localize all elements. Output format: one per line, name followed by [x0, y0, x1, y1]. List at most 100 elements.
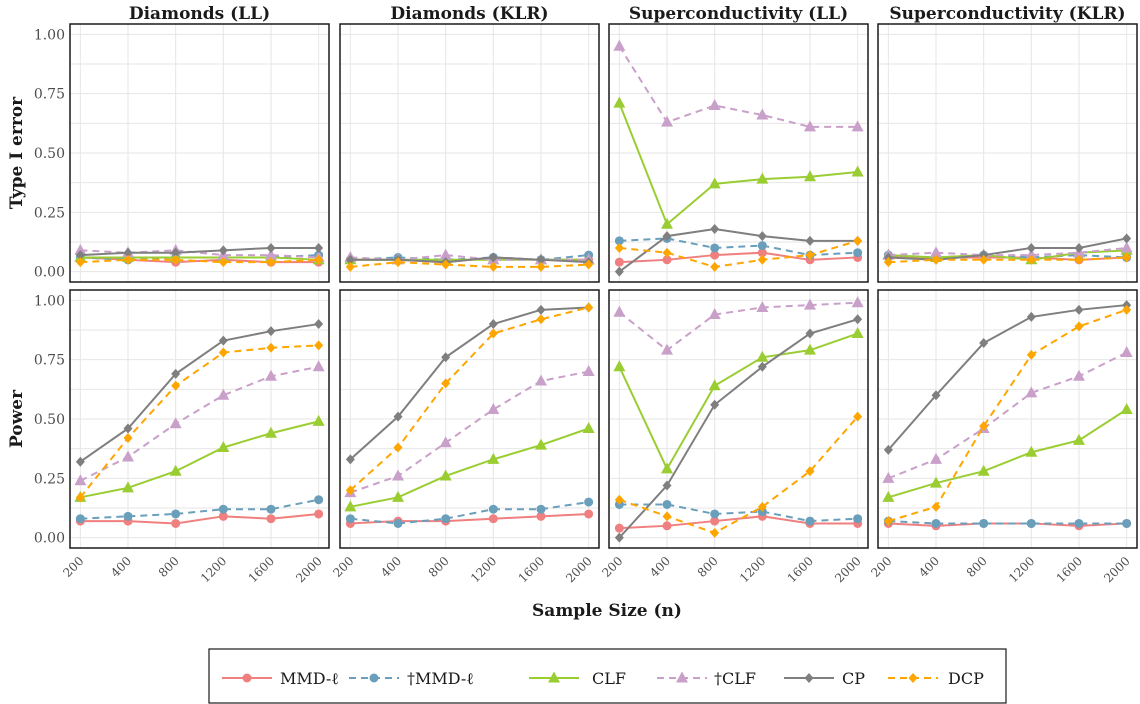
data-point — [217, 440, 230, 452]
x-tick-label: 1200 — [468, 554, 499, 585]
x-tick-label: 1200 — [198, 554, 229, 585]
data-point — [1122, 233, 1132, 244]
legend-label: DCP — [948, 669, 984, 688]
series-line — [887, 351, 1128, 480]
chart-panel — [608, 23, 869, 283]
data-point — [662, 231, 672, 242]
panel-border — [339, 23, 600, 283]
data-point — [266, 242, 276, 253]
data-point — [851, 120, 864, 132]
data-point — [123, 254, 133, 265]
data-point — [883, 516, 893, 527]
data-point — [803, 120, 816, 132]
data-point — [488, 319, 498, 330]
series-line — [618, 45, 858, 128]
data-point — [1026, 242, 1036, 253]
data-point — [710, 223, 720, 234]
data-point — [171, 254, 181, 265]
series-line — [888, 256, 1127, 264]
series-line — [887, 304, 1127, 451]
data-point — [851, 165, 864, 177]
data-point — [488, 328, 498, 339]
legend-label: MMD-ℓ — [280, 669, 339, 688]
series-line — [80, 246, 319, 257]
x-tick-label: 200 — [330, 554, 356, 580]
panel-border — [69, 23, 330, 283]
data-point — [75, 514, 85, 524]
data-point — [1120, 346, 1133, 358]
data-point — [584, 497, 594, 507]
chart-panel: 200 400 800 1200 1600 2000 — [868, 289, 1138, 585]
data-point — [345, 514, 355, 524]
series-line — [349, 306, 589, 491]
chart-panel: 0.00 0.25 0.50 0.75 1.00 200 400 800 1200 1600 200… — [34, 289, 330, 585]
x-tick-label: 200 — [60, 554, 86, 580]
data-point — [710, 399, 720, 410]
data-point — [757, 361, 767, 372]
data-point — [979, 421, 989, 432]
legend: MMD-ℓ †MMD-ℓ CLF †CLF CP DCP — [208, 648, 1007, 704]
data-point — [441, 352, 451, 363]
data-point — [710, 509, 720, 519]
data-point — [266, 504, 276, 514]
chart-panel: 200 400 800 1200 1600 2000 — [330, 289, 600, 585]
x-tick-label: 1200 — [737, 554, 768, 585]
data-point — [756, 172, 769, 184]
data-point — [1122, 252, 1132, 263]
data-point — [930, 452, 943, 464]
data-point — [1074, 518, 1084, 528]
data-point — [661, 343, 674, 355]
data-point — [393, 442, 403, 453]
series-line — [619, 503, 858, 523]
data-point — [171, 368, 181, 379]
chart-panel: 200 400 800 1200 1600 2000 — [599, 289, 869, 585]
data-point — [314, 242, 324, 253]
data-point — [882, 471, 895, 483]
data-point — [851, 296, 864, 308]
data-point — [979, 254, 989, 265]
x-tick-label: 800 — [156, 554, 182, 580]
data-point — [883, 444, 893, 455]
y-tick-label: 1.00 — [34, 293, 65, 309]
data-point — [536, 304, 546, 315]
y-tick-label: 0.50 — [34, 146, 65, 162]
panels-layer: Diamonds (LL) Diamonds (KLR) Superconducti… — [7, 4, 1138, 585]
panel-border — [877, 289, 1138, 549]
data-point — [708, 308, 721, 320]
data-point — [805, 466, 815, 477]
legend-item: MMD-ℓ — [222, 669, 339, 688]
data-point — [264, 426, 277, 438]
data-point — [1074, 242, 1084, 253]
x-tick-label: 400 — [378, 554, 404, 580]
x-tick-label: 1600 — [1054, 554, 1085, 585]
x-tick-label: 1600 — [246, 554, 277, 585]
data-point — [488, 261, 498, 272]
data-point — [1026, 311, 1036, 322]
data-point — [345, 254, 355, 265]
y-tick-label: 0.00 — [34, 531, 65, 547]
data-point — [441, 514, 451, 524]
series-line — [80, 420, 319, 499]
legend-marker — [548, 671, 560, 683]
data-point — [1072, 433, 1085, 445]
x-tick-label: 1200 — [1006, 554, 1037, 585]
data-point — [931, 390, 941, 401]
y-axis-label: Type I error — [7, 96, 27, 209]
series-line — [80, 258, 319, 264]
series-line — [80, 512, 319, 525]
panel-border — [608, 289, 869, 549]
data-point — [75, 456, 85, 467]
y-tick-label: 1.00 — [34, 27, 65, 43]
data-point — [805, 235, 815, 246]
data-point — [75, 492, 85, 503]
data-point — [710, 261, 720, 272]
data-point — [264, 369, 277, 381]
legend-marker — [804, 673, 814, 683]
y-tick-label: 0.25 — [34, 205, 65, 221]
series-line — [888, 308, 1127, 523]
data-point — [805, 328, 815, 339]
data-point — [931, 254, 941, 265]
data-point — [803, 343, 816, 355]
series-line — [79, 323, 319, 463]
